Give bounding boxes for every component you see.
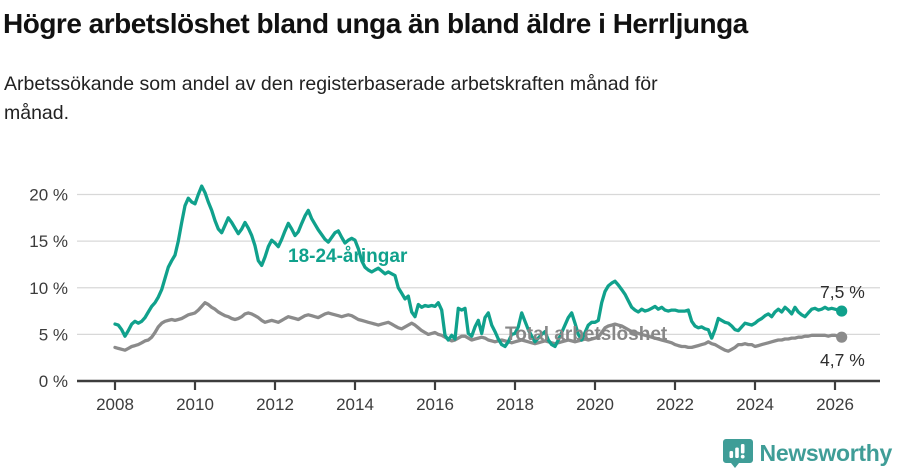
brand-name: Newsworthy	[759, 440, 893, 466]
end-value-label: 7,5 %	[820, 282, 865, 302]
logo-bar-3	[740, 444, 745, 454]
series-line-total	[113, 301, 844, 353]
logo-bar-1	[729, 451, 733, 458]
y-tick-label: 10 %	[29, 279, 68, 298]
x-tick-label: 2016	[416, 395, 454, 414]
subtitle-line-2: månad.	[4, 102, 70, 124]
chart-subtitle: Arbetssökande som andel av den registerb…	[4, 70, 658, 128]
y-tick-label: 20 %	[29, 186, 68, 205]
x-tick-label: 2026	[816, 395, 854, 414]
x-tick-label: 2020	[576, 395, 614, 414]
series-end-dot-total	[836, 331, 848, 343]
unemployment-line-chart: 0 % 5 % 10 % 15 % 20 % 2008 2010 2012 2014 2016 20…	[29, 184, 880, 414]
x-tick-label: 2022	[656, 395, 694, 414]
x-tick-label: 2012	[256, 395, 294, 414]
series-label-youth: 18-24-åringar	[288, 246, 408, 267]
x-tick-label: 2018	[496, 395, 534, 414]
end-value-label: 4,7 %	[820, 350, 865, 370]
page-title: Högre arbetslöshet bland unga än bland ä…	[3, 8, 748, 39]
y-tick-label: 15 %	[29, 232, 68, 251]
x-tick-label: 2010	[176, 395, 214, 414]
y-tick-label: 5 %	[39, 325, 68, 344]
series-line-youth	[113, 184, 844, 349]
line-chart-area: 0 % 5 % 10 % 15 % 20 % 2008 2010 2012 2014 2016 20…	[0, 158, 900, 422]
y-tick-label: 0 %	[39, 372, 68, 391]
subtitle-line-1: Arbetssökande som andel av den registerb…	[4, 73, 658, 95]
logo-exclamation-dot	[740, 454, 745, 459]
x-tick-label: 2014	[336, 395, 374, 414]
newsworthy-brand-link[interactable]: Newsworthy	[722, 438, 893, 469]
x-tick-label: 2024	[736, 395, 774, 414]
newsworthy-logo-icon	[722, 439, 753, 468]
logo-bar-2	[734, 447, 739, 458]
series-label-total: Total arbetslöshet	[505, 324, 668, 345]
series-end-dot-youth	[836, 305, 848, 317]
x-tick-label: 2008	[96, 395, 134, 414]
